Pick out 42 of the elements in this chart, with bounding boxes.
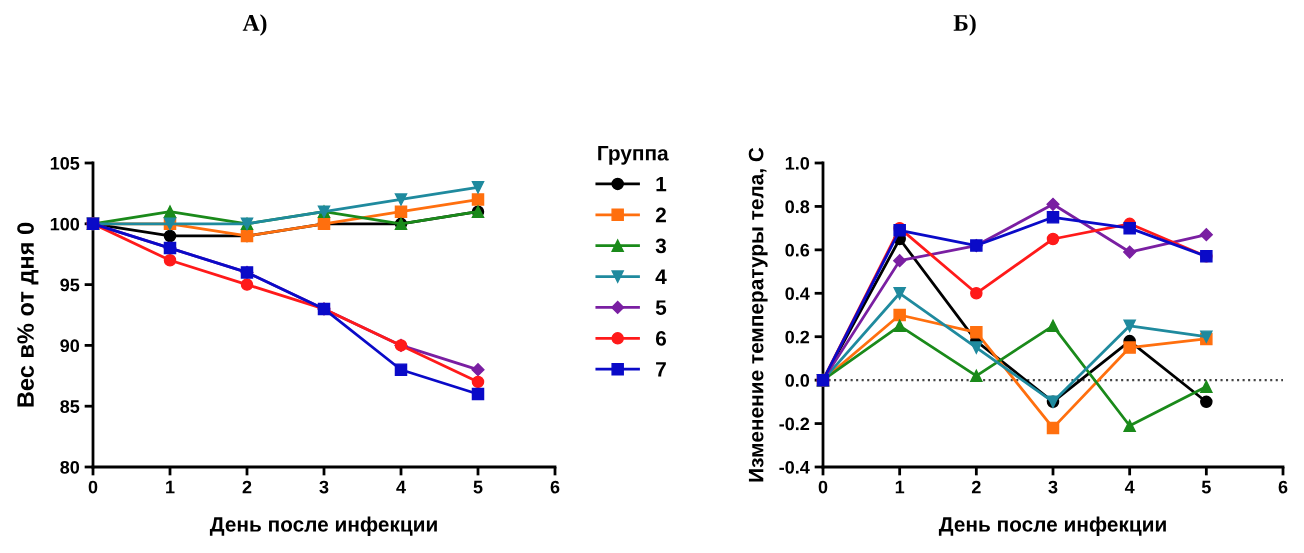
y-tick-label: -0.4 <box>779 460 810 474</box>
legend-label: 1 <box>656 176 667 192</box>
legend-label: 7 <box>656 362 666 377</box>
legend-label: 2 <box>655 207 666 223</box>
x-tick-label: 6 <box>1278 480 1288 494</box>
x-tick-label: 2 <box>242 480 252 494</box>
x-tick-label: 1 <box>895 480 905 494</box>
legend-label: 4 <box>655 269 667 284</box>
y-axis-title: Вес в% от дня 0 <box>17 222 39 407</box>
y-tick-label: 105 <box>50 156 80 170</box>
y-tick-label: 90 <box>60 339 80 353</box>
x-axis-title: День после инфекции <box>938 516 1166 536</box>
x-tick-label: 4 <box>396 480 406 494</box>
x-tick-label: 5 <box>1201 480 1211 494</box>
x-tick-label: 0 <box>818 480 828 494</box>
y-tick-label: 0.4 <box>785 287 810 301</box>
x-tick-label: 5 <box>473 480 483 494</box>
legend-label: 3 <box>655 238 667 254</box>
y-tick-label: 0.2 <box>785 330 810 344</box>
y-tick-label: 0.0 <box>785 374 810 387</box>
legend-label: 6 <box>655 331 667 346</box>
y-tick-label: 0.6 <box>785 243 810 257</box>
x-tick-label: 2 <box>971 480 981 494</box>
y-tick-label: 85 <box>60 400 80 413</box>
y-tick-label: 1.0 <box>785 156 810 170</box>
y-axis-title: Изменение температуры тела, С <box>748 147 768 482</box>
chart-title: А) <box>242 14 267 36</box>
y-tick-label: 95 <box>60 278 80 292</box>
y-tick-label: 0.8 <box>785 200 810 214</box>
x-tick-label: 1 <box>166 480 175 494</box>
y-tick-label: 100 <box>50 217 80 231</box>
x-tick-label: 3 <box>1048 480 1058 494</box>
x-tick-label: 3 <box>319 480 329 494</box>
chart-title: Б) <box>953 14 976 36</box>
y-tick-label: -0.2 <box>779 417 810 431</box>
x-tick-label: 0 <box>88 480 98 494</box>
y-tick-label: 80 <box>60 460 80 474</box>
x-axis-title: День после инфекции <box>209 516 437 536</box>
x-tick-label: 4 <box>1124 480 1135 494</box>
legend-label: 5 <box>655 300 667 315</box>
legend-title: Группа <box>598 146 669 165</box>
x-tick-label: 6 <box>550 480 560 494</box>
